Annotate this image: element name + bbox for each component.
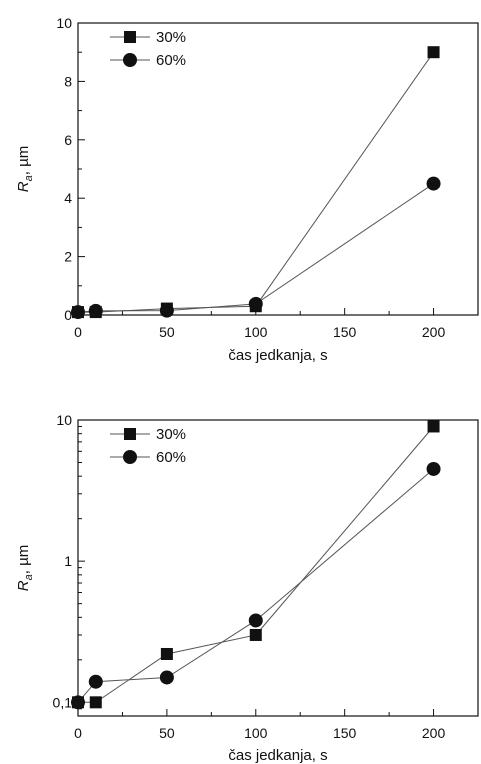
y-tick-label: 0,1 (53, 694, 73, 710)
y-tick-label: 1 (64, 553, 72, 569)
y-tick-label: 6 (64, 132, 72, 148)
y-tick-label: 2 (64, 249, 72, 265)
data-point-60% (248, 613, 263, 628)
y-axis-title-sub: a (23, 574, 35, 580)
x-tick-label: 50 (159, 324, 175, 340)
data-point-30% (160, 647, 173, 660)
chart-2: 0 50 100 150 200 0,1 1 10 čas jedkanja, s Ra, µm 3… (15, 412, 479, 764)
legend-marker-circle (123, 53, 137, 67)
legend-label: 30% (156, 426, 186, 443)
data-point-60% (88, 674, 103, 689)
legend-marker-square (124, 428, 136, 440)
x-tick-label: 150 (333, 725, 357, 741)
x-tick-label: 50 (159, 725, 175, 741)
y-axis-title: Ra, µm (15, 146, 35, 192)
x-axis-title: čas jedkanja, s (228, 747, 327, 764)
plot-frame (77, 22, 479, 316)
data-point-60% (88, 303, 103, 318)
series-line-30% (78, 426, 434, 703)
data-point-60% (159, 303, 174, 318)
x-tick-label: 150 (333, 324, 357, 340)
y-axis-title-main: R (15, 580, 32, 591)
x-axis-title: čas jedkanja, s (228, 347, 327, 364)
data-point-30% (427, 46, 440, 59)
y-axis-title-unit: , µm (15, 545, 32, 574)
x-tick-label: 200 (422, 725, 446, 741)
x-tick-label: 200 (422, 324, 446, 340)
y-axis-title: Ra, µm (15, 545, 35, 591)
legend-label: 60% (156, 449, 186, 466)
y-tick-label: 4 (64, 190, 72, 206)
series-line-30% (78, 51, 435, 313)
data-point-30% (427, 420, 440, 433)
series-line-60% (77, 468, 434, 703)
y-axis-title-main: R (15, 181, 32, 192)
y-axis-title-sub: a (23, 175, 35, 181)
data-point-60% (426, 176, 441, 191)
legend-marker-square (124, 31, 136, 43)
legend-marker-circle (123, 450, 137, 464)
x-tick-label: 0 (74, 725, 82, 741)
chart-1: 0 50 100 150 200 0 2 4 6 8 10 čas jedkanja, s Ra, µm… (15, 15, 479, 364)
data-point-60% (426, 461, 441, 476)
series-line-60% (77, 183, 434, 313)
data-point-30% (249, 628, 262, 641)
plot-frame (77, 419, 479, 717)
legend-label: 30% (156, 29, 186, 46)
y-tick-label: 0 (64, 307, 72, 323)
data-point-30% (89, 696, 102, 709)
data-point-60% (248, 296, 263, 311)
x-tick-label: 0 (74, 324, 82, 340)
data-point-60% (159, 670, 174, 685)
y-tick-label: 10 (56, 15, 72, 31)
y-axis-title-unit: , µm (15, 146, 32, 175)
data-point-60% (71, 305, 85, 320)
legend-label: 60% (156, 52, 186, 69)
data-point-60% (71, 695, 85, 710)
y-tick-label: 8 (64, 73, 72, 89)
y-tick-label: 10 (56, 412, 72, 428)
x-tick-label: 100 (244, 725, 268, 741)
x-tick-label: 100 (244, 324, 268, 340)
